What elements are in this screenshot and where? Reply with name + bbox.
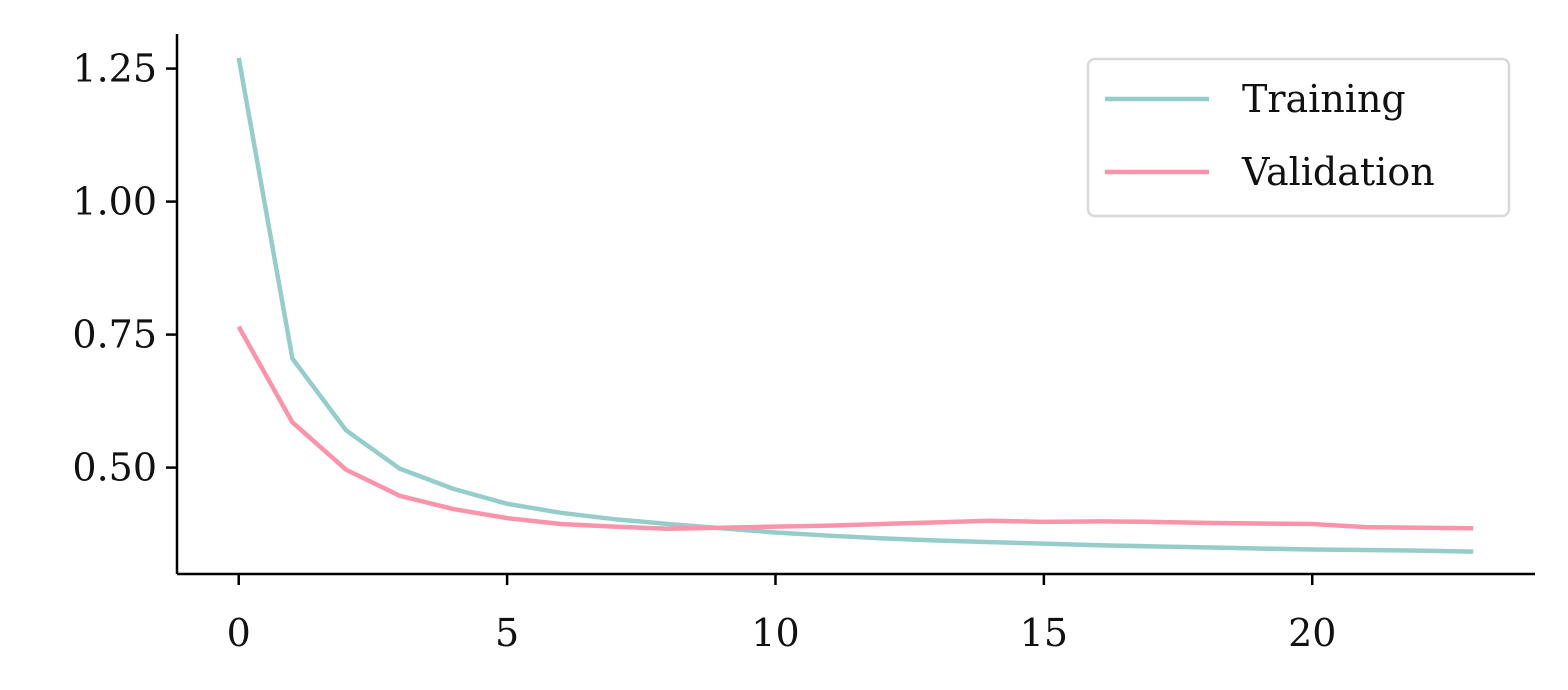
legend: Training Validation bbox=[1086, 57, 1511, 218]
y-tick-label: 0.75 bbox=[72, 313, 157, 357]
axes-layer bbox=[175, 34, 1535, 576]
x-tick-label: 0 bbox=[227, 611, 251, 655]
x-tick-label: 10 bbox=[751, 611, 799, 655]
y-ticks: 0.50 0.75 1.00 1.25 bbox=[72, 47, 177, 490]
x-tick-label: 15 bbox=[1020, 611, 1068, 655]
legend-label-validation: Validation bbox=[1241, 150, 1435, 194]
y-tick-label: 1.00 bbox=[72, 180, 157, 224]
y-tick-label: 0.50 bbox=[72, 446, 157, 490]
x-tick-label: 5 bbox=[495, 611, 519, 655]
series-layer bbox=[236, 57, 1474, 554]
legend-items: Training Validation bbox=[1105, 77, 1435, 194]
series-line-validation bbox=[236, 325, 1474, 532]
y-tick-label: 1.25 bbox=[72, 47, 157, 91]
legend-label-training: Training bbox=[1242, 77, 1406, 121]
x-ticks: 0 5 10 15 20 bbox=[227, 574, 1336, 655]
series-line-training bbox=[236, 57, 1474, 554]
x-tick-label: 20 bbox=[1288, 611, 1336, 655]
